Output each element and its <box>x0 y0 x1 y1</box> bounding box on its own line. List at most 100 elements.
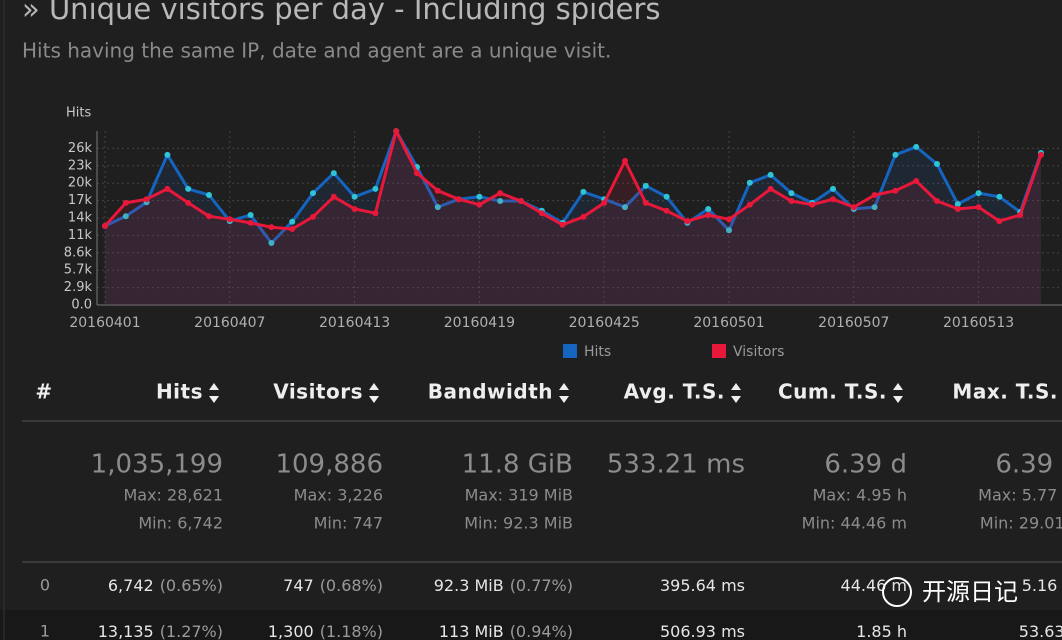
cell: 92.3 MiB (0.77%) <box>434 576 573 595</box>
summary-max: Max: 5.77 m <box>978 486 1062 505</box>
column-header[interactable]: Visitors <box>273 380 363 404</box>
point <box>580 213 587 220</box>
point <box>559 221 566 228</box>
point <box>580 188 587 195</box>
sort-icon[interactable] <box>559 383 569 403</box>
point <box>330 170 337 177</box>
legend-label: Visitors <box>733 344 784 360</box>
cell: 13,135 (1.27%) <box>98 622 223 640</box>
point <box>476 201 483 208</box>
point <box>185 199 192 206</box>
summary-total: 6.39 d <box>824 450 907 480</box>
row-index: 1 <box>40 622 50 640</box>
x-tick-label: 20160501 <box>693 315 764 331</box>
point <box>767 185 774 192</box>
cell-value: 92.3 MiB <box>434 576 504 595</box>
cell-value: 506.93 ms <box>660 622 745 640</box>
point <box>746 179 753 186</box>
point <box>268 239 275 246</box>
point <box>122 199 129 206</box>
cell-percent: (1.18%) <box>320 622 383 640</box>
cell: 113 MiB (0.94%) <box>439 622 573 640</box>
sort-icon[interactable] <box>369 383 379 403</box>
point <box>330 193 337 200</box>
point <box>913 143 920 150</box>
point <box>934 198 940 205</box>
column-header[interactable]: Avg. T.S. <box>624 380 725 404</box>
point <box>455 196 462 203</box>
point <box>185 185 192 192</box>
point <box>746 201 753 208</box>
column-header[interactable]: Hits <box>156 380 203 404</box>
point <box>102 222 108 229</box>
x-tick-label: 20160419 <box>444 315 515 331</box>
cell-value: 6,742 <box>108 576 154 595</box>
panel-subtitle: Hits having the same IP, date and agent … <box>22 39 611 63</box>
y-tick-label: 14k <box>68 211 93 226</box>
point <box>809 201 816 208</box>
point <box>289 218 296 225</box>
summary-max: Max: 319 MiB <box>465 486 573 505</box>
point <box>871 191 878 198</box>
point <box>975 190 982 197</box>
watermark-text: 开源日记 <box>922 578 1018 606</box>
y-tick-label: 2.9k <box>64 280 93 295</box>
point <box>642 182 649 189</box>
column-header: # <box>35 380 52 404</box>
point <box>268 224 275 231</box>
point <box>497 190 504 197</box>
summary-min: Min: 6,742 <box>138 514 223 533</box>
summary-max: Max: 28,621 <box>123 486 223 505</box>
column-header[interactable]: Max. T.S. <box>952 380 1058 404</box>
watermark-icon <box>882 577 912 607</box>
point <box>830 185 836 192</box>
row-stripe <box>0 610 1062 640</box>
column-header[interactable]: Bandwidth <box>428 380 553 404</box>
point <box>830 196 836 203</box>
summary-total: 533.21 ms <box>607 450 745 480</box>
x-tick-label: 20160407 <box>194 315 265 331</box>
cell: 395.64 ms <box>660 576 745 595</box>
point <box>705 205 712 212</box>
point <box>622 157 628 164</box>
point <box>247 219 254 226</box>
legend-swatch <box>712 344 726 358</box>
y-tick-label: 20k <box>68 176 93 191</box>
point <box>434 204 441 211</box>
x-tick-label: 20160401 <box>69 315 140 331</box>
area <box>105 131 1041 305</box>
cell-percent: (0.68%) <box>320 576 383 595</box>
summary-min: Min: 29.01 s <box>980 514 1062 533</box>
sort-icon[interactable] <box>731 383 741 403</box>
point <box>289 226 296 233</box>
column-header[interactable]: Cum. T.S. <box>778 380 887 404</box>
sort-icon[interactable] <box>893 383 903 403</box>
summary-min: Min: 44.46 m <box>802 514 907 533</box>
point <box>538 210 545 217</box>
point <box>892 187 899 194</box>
cell-value: 113 MiB <box>439 622 504 640</box>
cell: 6,742 (0.65%) <box>108 576 223 595</box>
point <box>206 191 212 198</box>
point <box>206 213 212 220</box>
cell-value: 5.16 m <box>1022 576 1062 595</box>
point <box>310 213 316 220</box>
y-tick-label: 5.7k <box>64 263 93 278</box>
y-tick-label: 8.6k <box>64 245 93 260</box>
cell-value: 13,135 <box>98 622 154 640</box>
cell: 747 (0.68%) <box>283 576 383 595</box>
point <box>1038 151 1044 158</box>
watermark: 开源日记 <box>882 577 1018 607</box>
sort-icon[interactable] <box>209 383 219 403</box>
y-tick-label: 17k <box>68 193 93 208</box>
cell: 5.16 m <box>1022 576 1062 595</box>
point <box>414 170 420 177</box>
legend-label: Hits <box>584 344 611 360</box>
point <box>372 210 379 217</box>
point <box>310 190 316 197</box>
point <box>497 198 504 205</box>
row-index: 0 <box>40 576 50 595</box>
summary-total: 109,886 <box>275 450 383 480</box>
series-line <box>104 129 1043 245</box>
